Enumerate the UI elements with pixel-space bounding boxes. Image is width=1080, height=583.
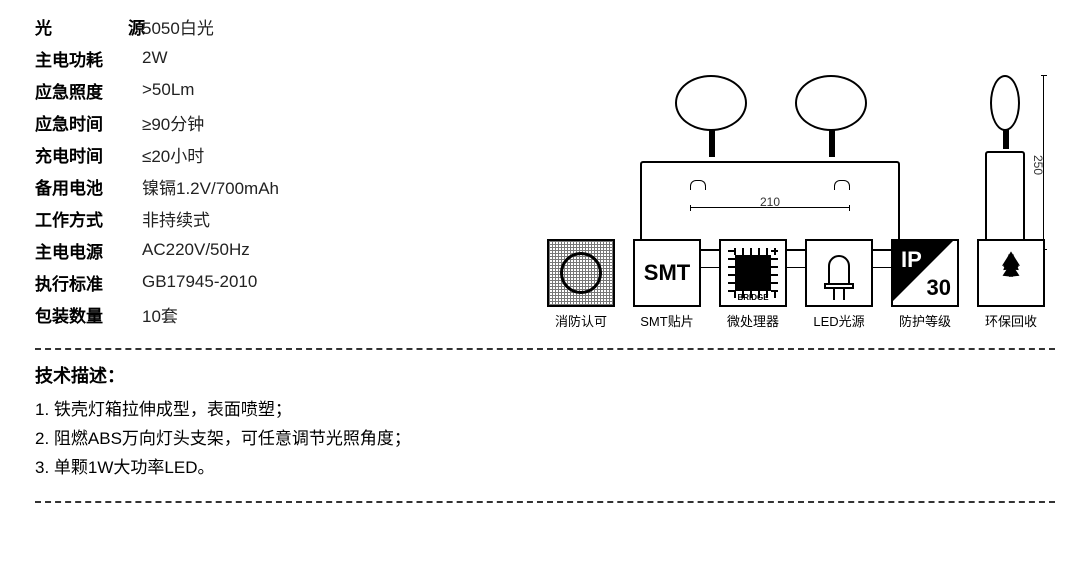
- bridge-text: BRIDGE: [721, 293, 785, 302]
- spec-row: 执行标准 GB17945-2010: [35, 266, 465, 298]
- spec-row: 应急照度 >50Lm: [35, 74, 465, 106]
- spec-label: 主电电源: [35, 238, 130, 263]
- spec-label: 工作方式: [35, 206, 130, 231]
- spec-row: 主电电源 AC220V/50Hz: [35, 234, 465, 266]
- spec-value: 10套: [142, 302, 178, 327]
- spec-row: 备用电池镍镉1.2V/700mAh: [35, 170, 465, 202]
- desc-item: 1. 铁壳灯箱拉伸成型，表面喷塑；: [35, 396, 1055, 425]
- spec-label: 主电功耗: [35, 46, 130, 71]
- spec-value: ≤20小时: [142, 142, 204, 167]
- spec-value: ≥90分钟: [142, 110, 204, 135]
- spec-label: 应急照度: [35, 78, 130, 103]
- cert-icon-recycle: 环保回收: [977, 239, 1045, 330]
- spec-value: 5050白光: [142, 14, 214, 39]
- ip-num: 30: [927, 275, 951, 301]
- cert-icon-led: LED光源: [805, 239, 873, 330]
- spec-label: 光 源: [35, 14, 130, 39]
- cert-icons: 消防认可 SMT SMT贴片 BRIDGE 微处理器 LED光源 IP30 防护等级环保回收: [547, 239, 1045, 330]
- right-panel: 210 260 250 42 消防认可SMTSMT贴片BRIDGE微处理器LED…: [475, 10, 1055, 330]
- desc-item: 2. 阻燃ABS万向灯头支架，可任意调节光照角度；: [35, 425, 1055, 454]
- cert-icon-smt: SMT SMT贴片: [633, 239, 701, 330]
- ccc-icon: [549, 241, 613, 305]
- icon-label: SMT贴片: [633, 311, 701, 330]
- cert-icon-ip: IP30 防护等级: [891, 239, 959, 330]
- tech-description: 技术描述： 1. 铁壳灯箱拉伸成型，表面喷塑；2. 阻燃ABS万向灯头支架，可任…: [35, 362, 1055, 483]
- spec-label: 备用电池: [35, 174, 130, 199]
- icon-label: 消防认可: [547, 311, 615, 330]
- spec-value: GB17945-2010: [142, 272, 257, 292]
- icon-label: 环保回收: [977, 311, 1045, 330]
- cert-icon-bridge: BRIDGE 微处理器: [719, 239, 787, 330]
- icon-label: LED光源: [805, 311, 873, 330]
- spec-table: 光 源 5050白光主电功耗 2W 应急照度 >50Lm 应急时间 ≥90分钟充电时间 ≤20…: [35, 10, 465, 330]
- desc-title: 技术描述：: [35, 362, 1055, 388]
- recycle-icon: [984, 246, 1038, 300]
- smt-text: SMT: [644, 260, 690, 286]
- spec-row: 主电功耗 2W: [35, 42, 465, 74]
- spec-value: >50Lm: [142, 80, 194, 100]
- spec-label: 执行标准: [35, 270, 130, 295]
- spec-row: 光 源 5050白光: [35, 10, 465, 42]
- spec-value: 镍镉1.2V/700mAh: [142, 174, 279, 199]
- spec-row: 充电时间 ≤20小时: [35, 138, 465, 170]
- icon-label: 防护等级: [891, 311, 959, 330]
- led-icon: [819, 246, 859, 301]
- cert-icon-ccc: 消防认可: [547, 239, 615, 330]
- chip-icon: [735, 255, 771, 291]
- spec-row: 工作方式非持续式: [35, 202, 465, 234]
- spec-value: AC220V/50Hz: [142, 240, 250, 260]
- desc-item: 3. 单颗1W大功率LED。: [35, 454, 1055, 483]
- divider: [35, 348, 1055, 350]
- spec-label: 充电时间: [35, 142, 130, 167]
- spec-label: 应急时间: [35, 110, 130, 135]
- spec-value: 2W: [142, 48, 168, 68]
- dim-height: 250: [1031, 105, 1045, 225]
- icon-label: 微处理器: [719, 311, 787, 330]
- spec-row: 应急时间 ≥90分钟: [35, 106, 465, 138]
- spec-label: 包装数量: [35, 302, 130, 327]
- spec-row: 包装数量 10套: [35, 298, 465, 330]
- divider: [35, 501, 1055, 503]
- ip-text: IP: [901, 247, 922, 273]
- spec-value: 非持续式: [142, 206, 210, 231]
